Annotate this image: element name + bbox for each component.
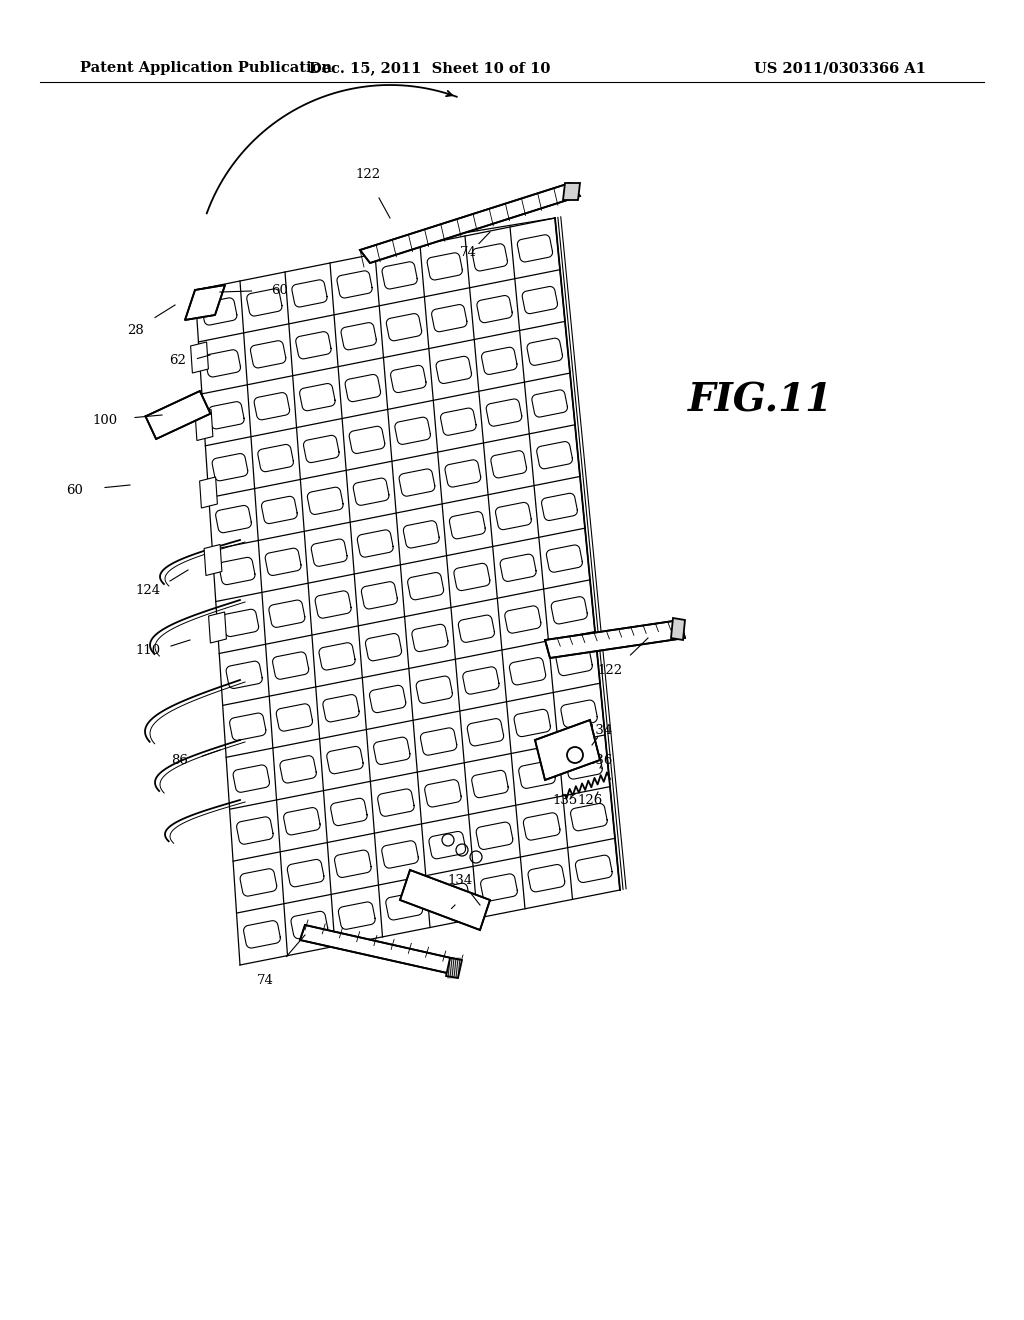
Text: 60: 60 bbox=[271, 284, 289, 297]
Polygon shape bbox=[200, 477, 217, 508]
Text: 134: 134 bbox=[447, 874, 473, 887]
Text: Patent Application Publication: Patent Application Publication bbox=[80, 61, 332, 75]
Text: 110: 110 bbox=[135, 644, 161, 656]
Text: 74: 74 bbox=[257, 974, 273, 986]
Text: 60: 60 bbox=[67, 483, 83, 496]
Polygon shape bbox=[190, 342, 209, 374]
Polygon shape bbox=[300, 925, 460, 975]
Text: 136: 136 bbox=[588, 754, 612, 767]
Text: FIG.11: FIG.11 bbox=[687, 381, 833, 418]
Polygon shape bbox=[360, 183, 580, 263]
Text: 28: 28 bbox=[127, 323, 143, 337]
Polygon shape bbox=[446, 958, 462, 978]
Polygon shape bbox=[196, 409, 213, 441]
Polygon shape bbox=[185, 285, 225, 319]
Text: Dec. 15, 2011  Sheet 10 of 10: Dec. 15, 2011 Sheet 10 of 10 bbox=[309, 61, 551, 75]
Text: 122: 122 bbox=[597, 664, 623, 676]
Text: 100: 100 bbox=[92, 413, 118, 426]
Polygon shape bbox=[204, 544, 222, 576]
Text: 122: 122 bbox=[355, 169, 381, 181]
Text: 86: 86 bbox=[172, 754, 188, 767]
Text: 124: 124 bbox=[135, 583, 161, 597]
Text: US 2011/0303366 A1: US 2011/0303366 A1 bbox=[754, 61, 926, 75]
Text: 124: 124 bbox=[432, 903, 458, 916]
Polygon shape bbox=[671, 618, 685, 640]
Text: 135: 135 bbox=[552, 793, 578, 807]
Polygon shape bbox=[400, 870, 490, 931]
Polygon shape bbox=[535, 719, 600, 780]
Polygon shape bbox=[145, 391, 211, 440]
Polygon shape bbox=[209, 612, 226, 643]
Polygon shape bbox=[563, 183, 580, 201]
Text: 134: 134 bbox=[588, 723, 612, 737]
Text: 62: 62 bbox=[170, 354, 186, 367]
Text: 74: 74 bbox=[460, 246, 476, 259]
Polygon shape bbox=[545, 620, 685, 657]
Text: 126: 126 bbox=[578, 793, 603, 807]
